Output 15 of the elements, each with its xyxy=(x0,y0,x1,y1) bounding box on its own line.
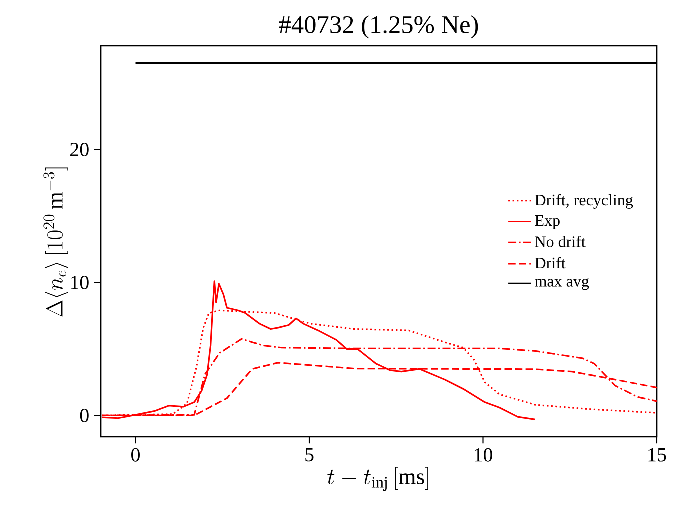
x-axis-title: $t - t_{\mathrm{inj}}\,[\mathrm{ms}]$ xyxy=(328,467,428,492)
y-tick-label: 20 xyxy=(70,142,89,156)
x-tick-label: 0 xyxy=(132,448,140,462)
y-tick-label: 10 xyxy=(71,276,89,290)
chart-title: #40732 (1.25% Ne) xyxy=(279,16,478,39)
legend-label: max avg xyxy=(535,278,590,290)
x-tick-label: 15 xyxy=(648,448,666,462)
x-tick-label: 5 xyxy=(306,448,314,462)
x-tick-label: 10 xyxy=(475,448,492,462)
legend-label: Drift xyxy=(535,257,566,269)
legend-label: Drift, recycling xyxy=(535,194,634,209)
y-axis-title: $\Delta\langle n_e\rangle\,[10^{20}\,\mathrm{m}^{-3}]$ xyxy=(44,168,68,317)
legend-label: No drift xyxy=(535,236,586,248)
y-tick-label: 0 xyxy=(80,408,89,422)
legend-label: Exp xyxy=(535,216,560,230)
